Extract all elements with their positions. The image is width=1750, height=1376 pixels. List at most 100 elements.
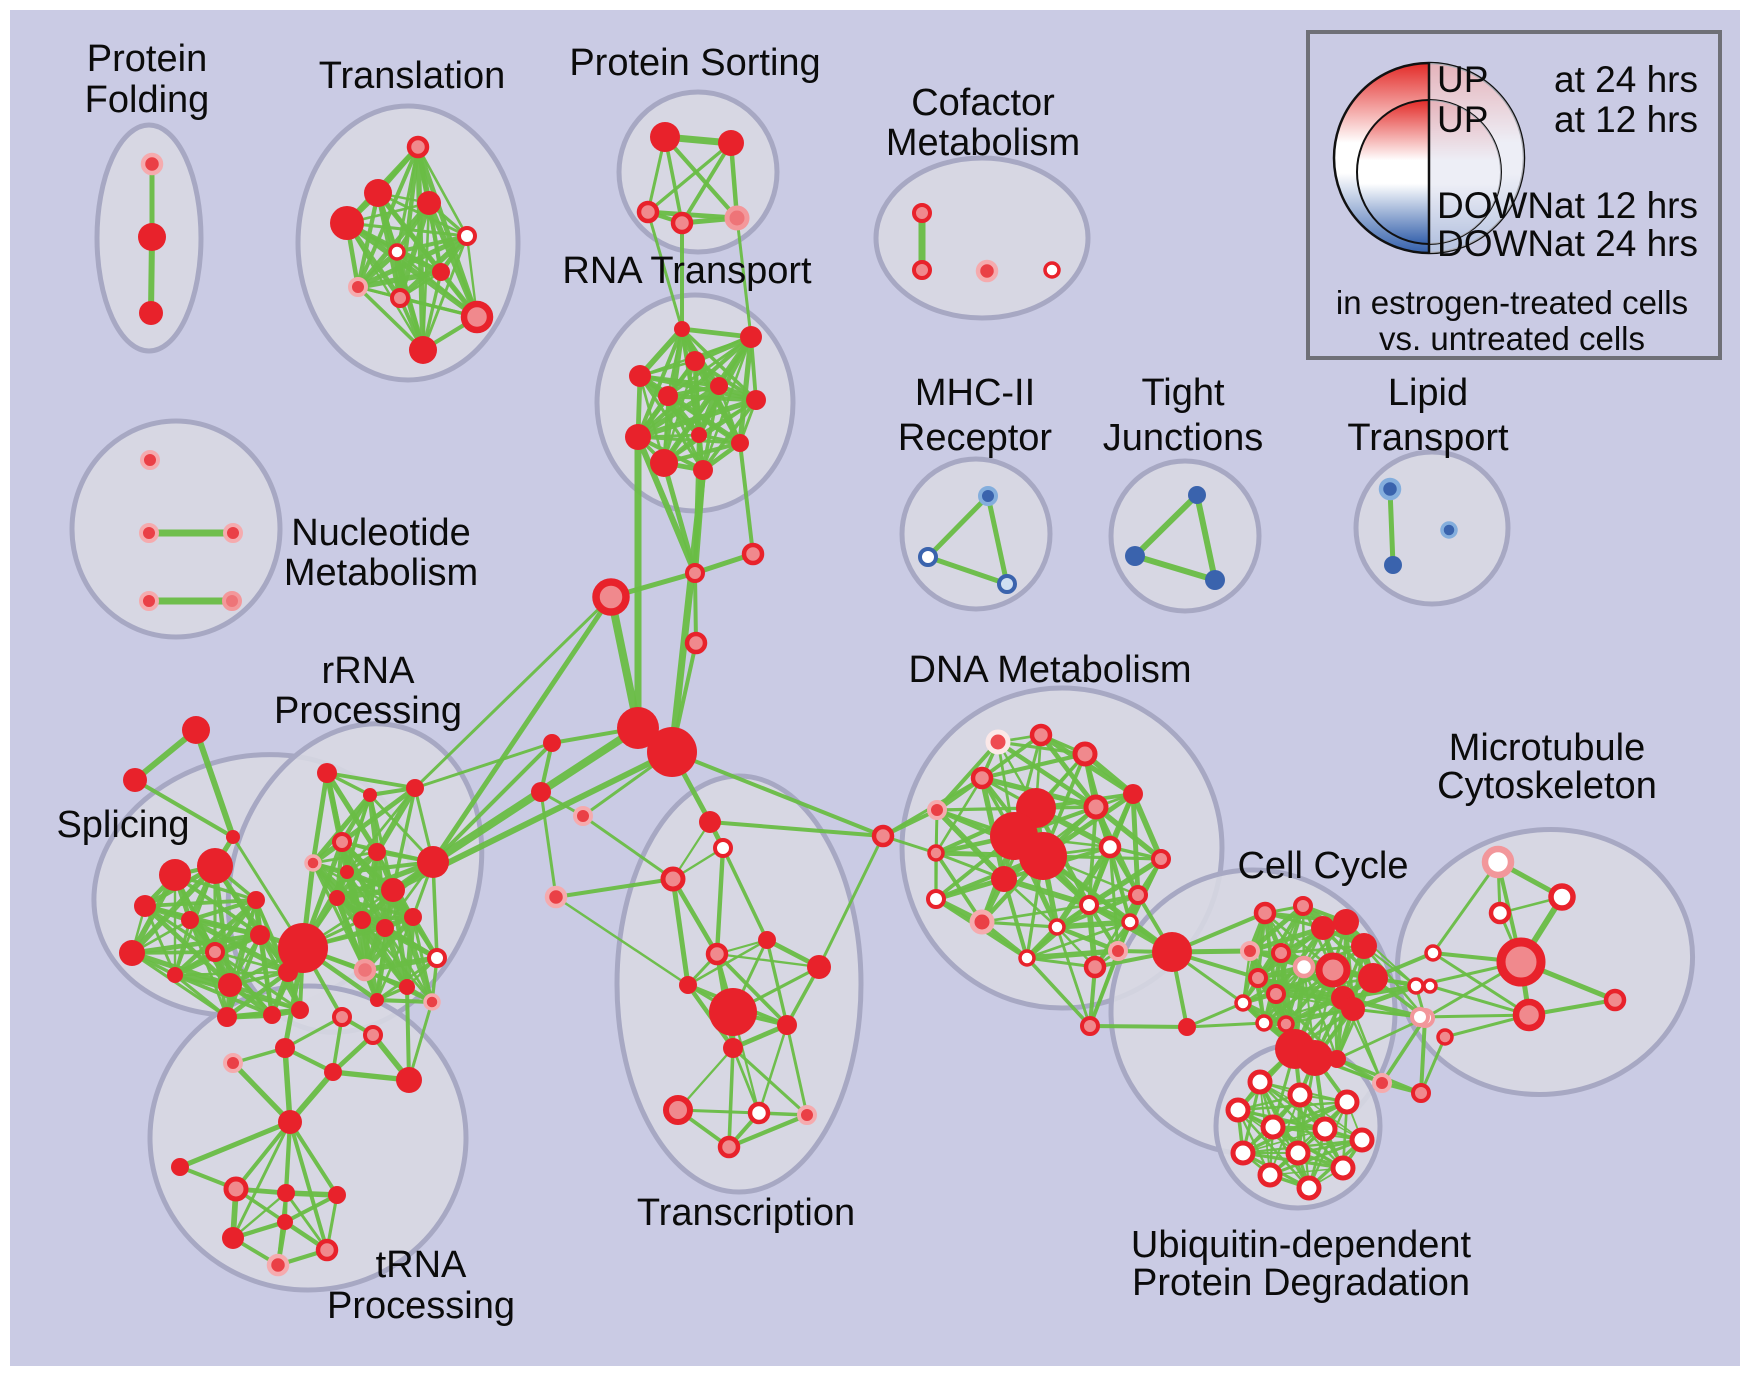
network-node-red — [1341, 997, 1365, 1021]
network-edge — [143, 898, 258, 908]
network-node-red-white — [427, 948, 447, 968]
network-edge — [1130, 791, 1164, 862]
network-node-red — [324, 1063, 342, 1081]
network-edge — [925, 493, 991, 560]
cluster-transcription-ellipse — [614, 773, 864, 1195]
network-node-red — [330, 206, 364, 240]
network-edge — [607, 593, 642, 732]
network-node-red-pink — [1266, 984, 1286, 1004]
network-node-red-white — [1407, 977, 1425, 995]
network-edge — [1307, 1100, 1349, 1190]
network-node-pink-red — [797, 1105, 817, 1125]
network-node-red — [731, 434, 749, 452]
network-edge — [230, 1060, 293, 1125]
cluster-tight-junctions-ellipse — [1108, 458, 1262, 614]
network-edge — [646, 141, 733, 214]
network-node-blue-ring — [978, 486, 998, 506]
network-node-red — [691, 427, 707, 443]
network-node-red — [181, 911, 199, 929]
network-edge — [1431, 951, 1531, 1017]
network-edge — [430, 594, 614, 865]
network-edge — [670, 750, 885, 838]
network-node-red — [650, 449, 678, 477]
network-node-red-white — [1287, 1082, 1313, 1108]
network-node-red — [329, 890, 345, 906]
network-edge — [362, 955, 440, 973]
cluster-tight-junctions-label: Junctions — [1103, 417, 1264, 459]
network-edge — [1345, 921, 1417, 987]
network-node-red-pink — [663, 1095, 693, 1125]
network-edge — [1247, 903, 1306, 954]
network-node-blue — [1205, 570, 1225, 590]
legend-direction-label: DOWN — [1437, 185, 1554, 226]
network-node-red — [197, 848, 233, 884]
network-edge — [187, 897, 259, 923]
network-edge — [404, 914, 416, 990]
network-edge — [679, 326, 754, 340]
network-node-red-pink — [1080, 1016, 1100, 1036]
network-node-red-pink — [1029, 723, 1053, 747]
network-node-blue — [1188, 486, 1206, 504]
cluster-lipid-transport-ellipse — [1353, 449, 1511, 607]
network-node-pink-red — [423, 993, 441, 1011]
network-edge — [413, 595, 613, 790]
network-edge — [129, 863, 218, 956]
network-edge — [637, 373, 759, 403]
network-node-red-pink — [636, 200, 660, 224]
network-edge — [426, 200, 480, 320]
network-node-red — [674, 321, 690, 337]
network-edge — [375, 926, 387, 1002]
cluster-lipid-transport-label: Transport — [1347, 417, 1509, 459]
network-node-red-white — [1121, 913, 1139, 931]
network-edge — [1025, 920, 1132, 960]
network-edge — [407, 1000, 434, 1082]
cluster-microtubule-cytoskeleton-label: Cytoskeleton — [1437, 765, 1657, 807]
network-edge — [715, 952, 789, 1027]
cluster-ubiquitin-dependent-protein-degradation-label: Protein Degradation — [1132, 1262, 1470, 1304]
network-edge — [1185, 1001, 1245, 1029]
network-edge — [1130, 791, 1141, 898]
network-node-red-white — [1018, 949, 1036, 967]
network-node-red — [758, 931, 776, 949]
network-node-red — [709, 988, 757, 1036]
network-edge — [817, 834, 885, 969]
network-edge — [668, 466, 707, 756]
network-edge — [581, 814, 675, 881]
network-edge — [661, 460, 698, 576]
network-node-red — [317, 763, 337, 783]
network-node-red — [167, 967, 183, 983]
network-edge — [701, 398, 758, 472]
network-node-red-pink — [912, 203, 932, 223]
network-edge — [934, 851, 984, 924]
network-edge — [635, 397, 759, 440]
network-node-red-pink — [684, 631, 708, 655]
network-node-red — [123, 768, 147, 792]
network-edge — [1262, 996, 1345, 1025]
network-node-red — [1333, 909, 1359, 935]
network-node-red — [340, 865, 354, 879]
network-edge — [636, 435, 742, 445]
network-node-red — [1178, 1018, 1196, 1036]
network-node-red — [647, 727, 697, 777]
legend-footer-text: in estrogen-treated cells — [1336, 284, 1688, 321]
network-edge — [394, 233, 470, 255]
network-edge — [416, 145, 469, 238]
cluster-cofactor-metabolism-label: Cofactor — [911, 82, 1055, 124]
network-edge — [980, 920, 1059, 929]
network-edge — [288, 1120, 339, 1197]
network-edge — [1419, 1035, 1447, 1095]
network-node-red — [1019, 832, 1067, 880]
network-node-red — [396, 1067, 422, 1093]
network-node-red-white — [457, 226, 477, 246]
network-edge — [735, 216, 753, 339]
network-node-red-pink — [1293, 896, 1313, 916]
network-node-red-white — [1257, 1162, 1283, 1188]
network-node-red — [625, 424, 651, 450]
network-edge — [282, 1192, 340, 1225]
network-node-red-pink — [1271, 943, 1291, 963]
network-node-red — [417, 191, 441, 215]
cluster-nucleotide-metabolism-label: Metabolism — [284, 552, 478, 594]
network-node-red-white — [926, 889, 946, 909]
